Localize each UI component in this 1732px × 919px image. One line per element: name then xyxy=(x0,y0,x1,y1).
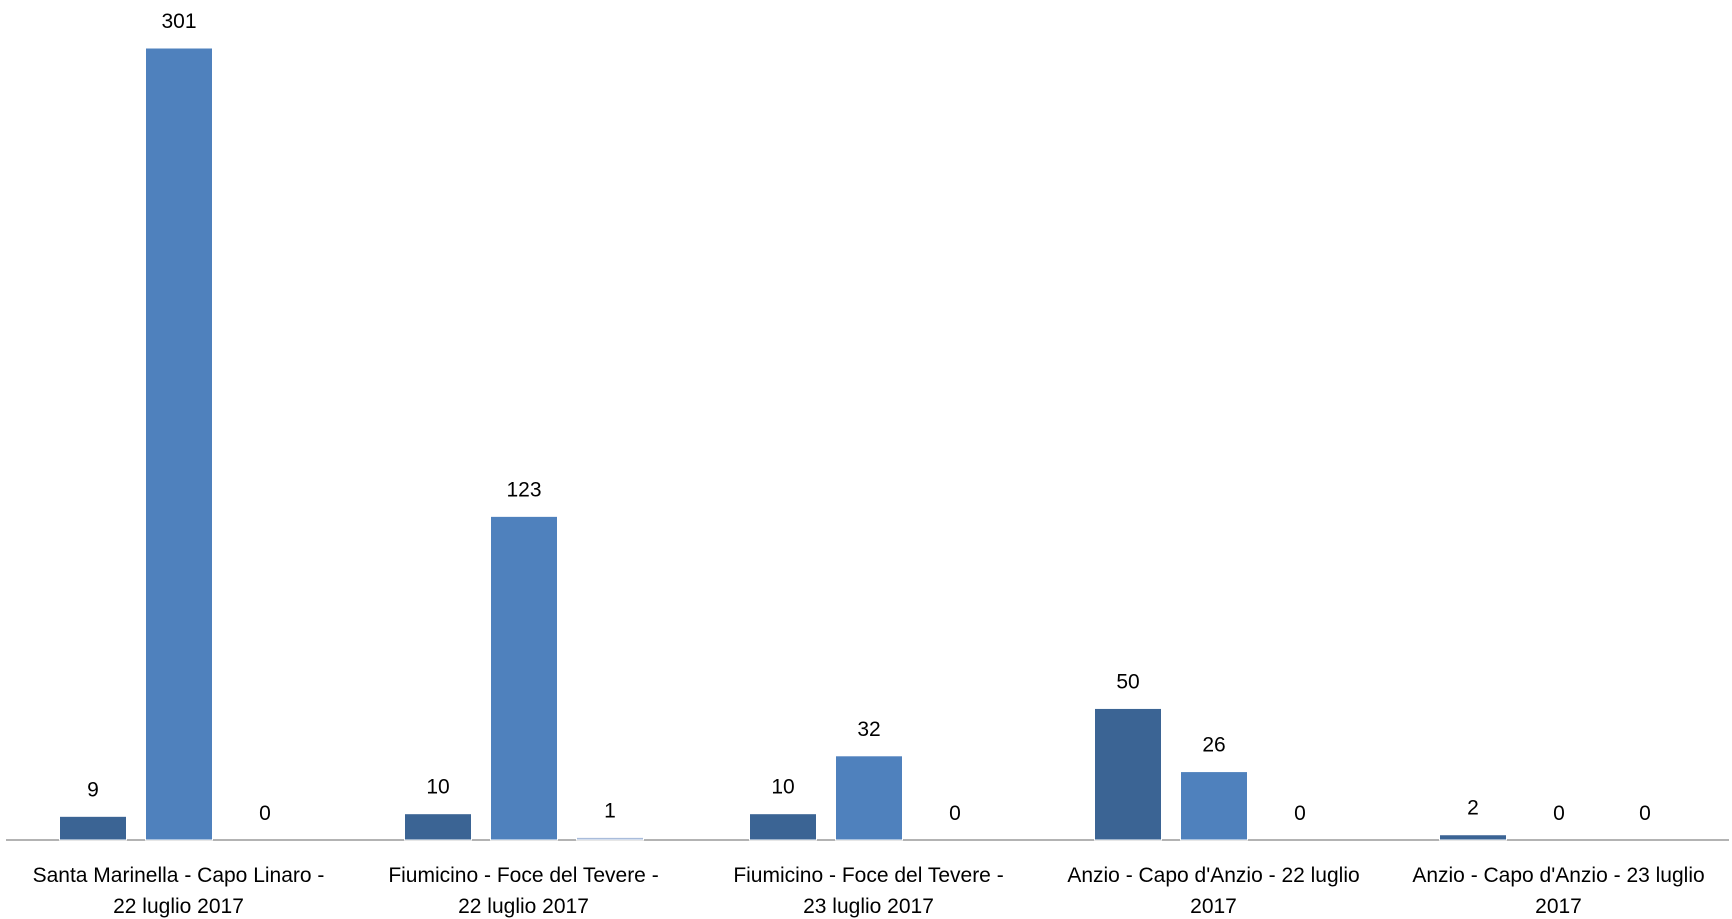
bar xyxy=(490,515,558,841)
bar-value-label: 10 xyxy=(426,776,449,799)
bar-value-label: 0 xyxy=(1553,802,1565,825)
category-label: Fiumicino - Foce del Tevere - 23 luglio 2… xyxy=(733,864,1003,918)
bar-value-label: 50 xyxy=(1116,670,1139,693)
bar-value-label: 0 xyxy=(949,802,961,825)
bar-value-label: 2 xyxy=(1467,797,1479,820)
bar-value-label: 26 xyxy=(1202,734,1225,757)
category-label-line: 22 luglio 2017 xyxy=(458,895,589,918)
bar-value-label: 301 xyxy=(161,10,196,33)
category-label-line: Anzio - Capo d'Anzio - 22 luglio xyxy=(1067,864,1359,887)
bar-value-label: 9 xyxy=(87,778,99,801)
category-label: Anzio - Capo d'Anzio - 23 luglio 2017 xyxy=(1412,864,1704,918)
category-label-line: 22 luglio 2017 xyxy=(113,895,244,918)
category-label: Fiumicino - Foce del Tevere - 22 luglio 2… xyxy=(388,864,658,918)
bar xyxy=(404,813,472,841)
bar xyxy=(1094,707,1162,841)
bar-value-label: 0 xyxy=(1639,802,1651,825)
bar-value-label: 1 xyxy=(604,799,616,822)
bars-layer xyxy=(59,47,1507,841)
category-label: Santa Marinella - Capo Linaro - 22 luglio… xyxy=(33,864,325,918)
bar-value-label: 0 xyxy=(259,802,271,825)
category-label-line: Fiumicino - Foce del Tevere - xyxy=(388,864,658,887)
bar xyxy=(1180,771,1248,841)
bar-value-label: 0 xyxy=(1294,802,1306,825)
category-labels-layer: Santa Marinella - Capo Linaro - 22 luglio… xyxy=(33,864,1705,918)
bar-value-label: 10 xyxy=(771,776,794,799)
bar-value-label: 123 xyxy=(506,478,541,501)
bar xyxy=(145,47,213,841)
category-label-line: 23 luglio 2017 xyxy=(803,895,934,918)
bar xyxy=(576,836,644,841)
bar xyxy=(1439,834,1507,841)
bar xyxy=(749,813,817,841)
category-label-line: 2017 xyxy=(1190,895,1237,918)
category-label-line: Anzio - Capo d'Anzio - 23 luglio xyxy=(1412,864,1704,887)
bar xyxy=(59,815,127,841)
category-label-line: Santa Marinella - Capo Linaro - xyxy=(33,864,325,887)
category-label: Anzio - Capo d'Anzio - 22 luglio 2017 xyxy=(1067,864,1359,918)
bar xyxy=(835,755,903,841)
value-labels-layer: 9 301 0 10 123 1 10 32 0 50 26 0 2 0 0 xyxy=(87,10,1651,825)
category-label-line: Fiumicino - Foce del Tevere - xyxy=(733,864,1003,887)
category-label-line: 2017 xyxy=(1535,895,1582,918)
bar-value-label: 32 xyxy=(857,718,880,741)
